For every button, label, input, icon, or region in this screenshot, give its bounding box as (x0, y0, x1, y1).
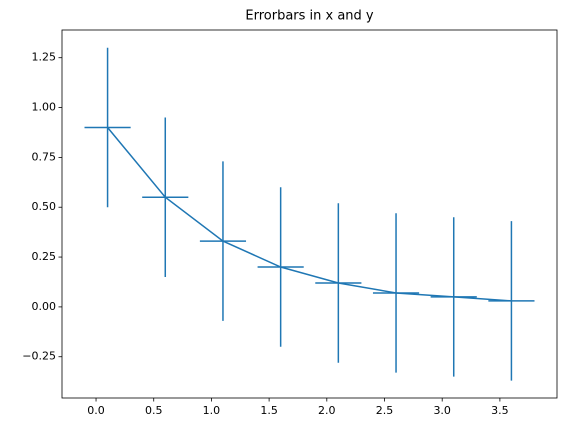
y-tick-label: 0.75 (32, 150, 57, 163)
y-tick-label: 1.00 (32, 101, 57, 114)
y-tick-label: 0.00 (32, 300, 57, 313)
x-tick-label: 2.5 (376, 404, 394, 417)
x-tick-label: 2.0 (318, 404, 336, 417)
x-tick-label: 0.0 (87, 404, 105, 417)
x-tick-label: 0.5 (145, 404, 163, 417)
x-tick-label: 3.0 (433, 404, 451, 417)
y-tick-label: 0.25 (32, 250, 57, 263)
y-tick-label: 0.50 (32, 200, 57, 213)
axes-frame (61, 29, 558, 399)
x-tick-label: 1.0 (203, 404, 221, 417)
y-tick-label: 1.25 (32, 51, 57, 64)
x-tick-label: 1.5 (260, 404, 278, 417)
line (106, 127, 512, 302)
y-tick-label: −0.25 (22, 350, 56, 363)
chart-title: Errorbars in x and y (245, 9, 374, 24)
x-tick-label: 3.5 (491, 404, 509, 417)
